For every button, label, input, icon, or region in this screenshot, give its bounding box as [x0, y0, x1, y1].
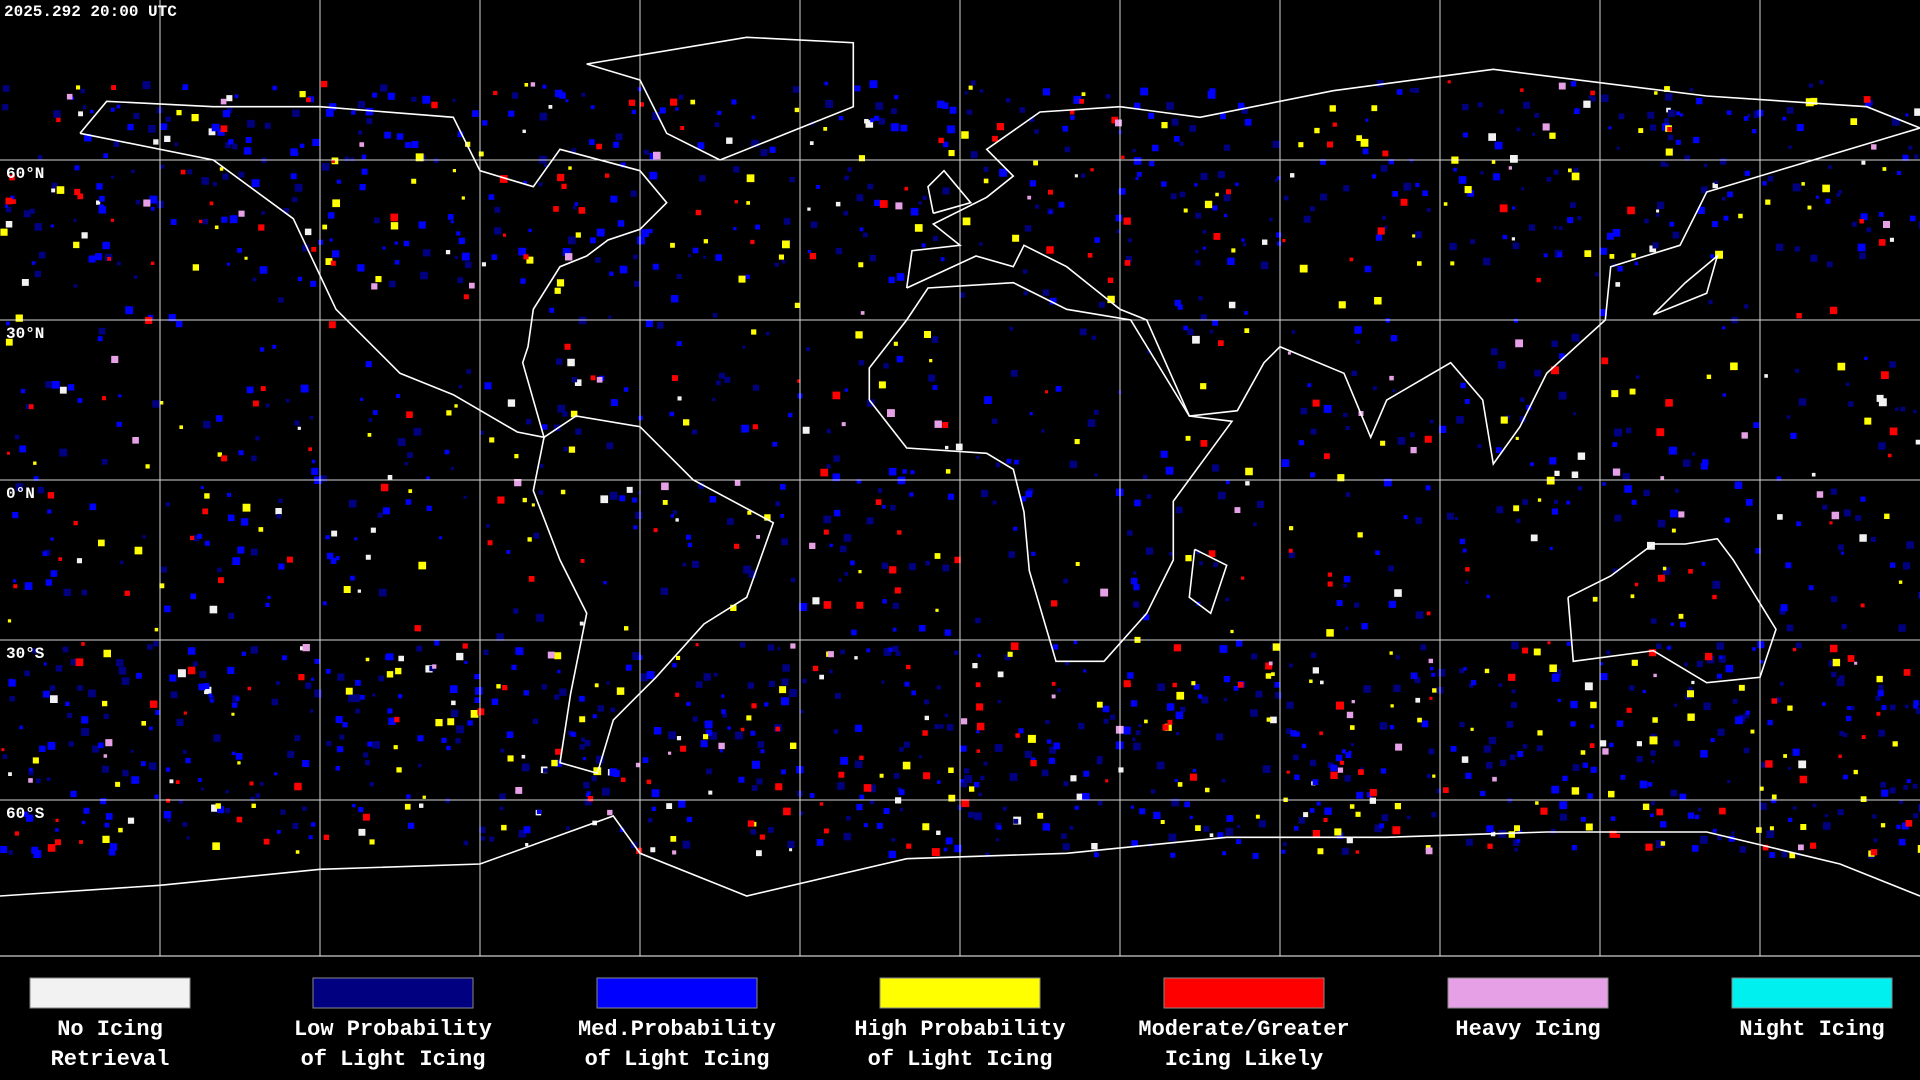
coastline [868, 281, 1234, 663]
coastline [927, 169, 973, 215]
legend-swatch [1731, 977, 1893, 1009]
latitude-label: 30°S [6, 645, 45, 663]
coastline [0, 815, 1920, 897]
legend-swatch [29, 977, 191, 1009]
timestamp: 2025.292 20:00 UTC [4, 3, 177, 21]
coastline [1188, 548, 1228, 615]
graticule [0, 0, 1920, 956]
legend-swatch [879, 977, 1041, 1009]
icing-speckles [2, 80, 1920, 859]
legend-label: Low Probability [294, 1017, 492, 1042]
coastline [79, 100, 668, 439]
legend-label: No Icing [57, 1017, 163, 1042]
latitude-labels: 60°N 30°N 0°N 30°S 60°S [6, 165, 45, 823]
legend-label: Night Icing [1739, 1017, 1884, 1042]
legend-swatch [312, 977, 474, 1009]
legend: No Icing Retrieval Low Probability of Light… [29, 977, 1893, 1072]
coastline [1652, 253, 1719, 316]
latitude-label: 60°N [6, 165, 44, 183]
coastline [1567, 537, 1777, 684]
latitude-label: 0°N [6, 485, 35, 503]
icing-speckles [5, 95, 1920, 857]
latitude-label: 60°S [6, 805, 45, 823]
legend-swatch [596, 977, 758, 1009]
coastlines [0, 36, 1920, 897]
legend-swatch [1163, 977, 1325, 1009]
legend-label: Heavy Icing [1455, 1017, 1600, 1042]
legend-label: High Probability [854, 1017, 1065, 1042]
coastline [532, 415, 775, 775]
legend-label: of Light Icing [301, 1047, 486, 1072]
coastline [586, 36, 855, 161]
legend-label: of Light Icing [585, 1047, 770, 1072]
legend-label: Retrieval [51, 1047, 170, 1072]
legend-label: Moderate/Greater [1138, 1017, 1349, 1042]
coastline [905, 68, 1920, 467]
legend-label: Icing Likely [1165, 1047, 1323, 1072]
legend-label: of Light Icing [868, 1047, 1053, 1072]
latitude-label: 30°N [6, 325, 44, 343]
legend-swatch [1447, 977, 1609, 1009]
legend-label: Med.Probability [578, 1017, 776, 1042]
icing-field [0, 80, 1920, 859]
